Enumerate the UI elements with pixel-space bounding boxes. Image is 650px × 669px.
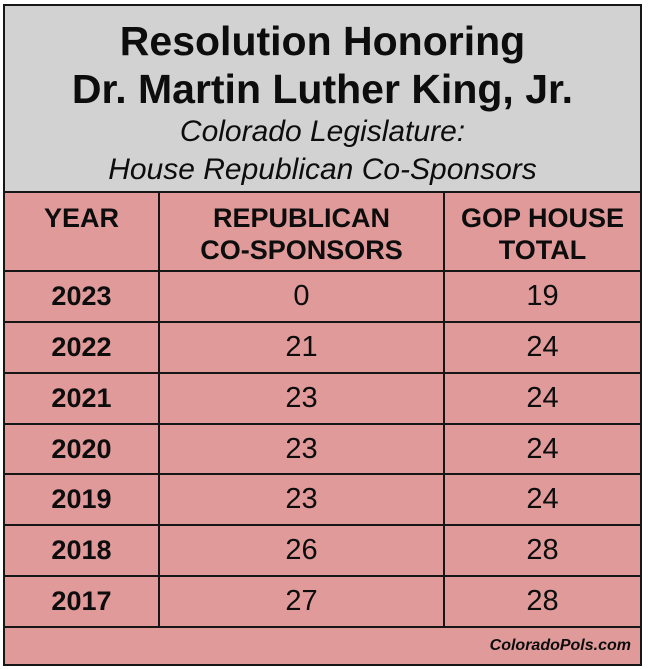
table-row: 2020 23 24	[5, 424, 640, 476]
column-header-gop-house-total: GOP HOUSE TOTAL	[460, 203, 625, 265]
column-header-republican-cosponsors: REPUBLICAN CO-SPONSORS	[160, 193, 446, 270]
total-cell: 28	[526, 585, 559, 618]
source-credit: ColoradoPols.com	[489, 637, 631, 655]
total-cell: 24	[526, 381, 559, 414]
table-row: 2017 27 28	[5, 577, 640, 629]
subtitle-line-1: Colorado Legislature:	[179, 115, 466, 148]
column-header-year: YEAR	[5, 193, 160, 270]
cosponsors-cell: 27	[160, 577, 446, 627]
cosponsors-cell: 23	[160, 475, 446, 525]
cosponsors-cell: 21	[160, 322, 446, 372]
table-row: 2022 21 24	[5, 322, 640, 374]
year-cell: 2020	[5, 424, 160, 474]
table-row: 2018 26 28	[5, 526, 640, 578]
data-table: YEAR REPUBLICAN CO-SPONSORS GOP HOUSE TO…	[5, 193, 640, 664]
cosponsors-cell: 26	[160, 526, 446, 576]
title-block: Resolution Honoring Dr. Martin Luther Ki…	[5, 6, 640, 193]
total-cell: 24	[526, 483, 559, 516]
table-row: 2021 23 24	[5, 373, 640, 425]
cosponsors-cell: 0	[160, 272, 446, 321]
source-row: ColoradoPols.com	[5, 628, 640, 664]
title-line-2: Dr. Martin Luther King, Jr.	[71, 66, 574, 112]
table-row: 2019 23 24	[5, 475, 640, 527]
subtitle-line-2: House Republican Co-Sponsors	[108, 153, 537, 186]
year-cell: 2023	[5, 272, 160, 321]
year-cell: 2017	[5, 577, 160, 627]
total-cell: 28	[526, 534, 559, 567]
table-row: 2023 0 19	[5, 272, 640, 323]
total-cell: 24	[526, 432, 559, 465]
cosponsors-cell: 23	[160, 373, 446, 423]
cosponsors-cell: 23	[160, 424, 446, 474]
year-cell: 2021	[5, 373, 160, 423]
year-cell: 2019	[5, 475, 160, 525]
total-cell: 19	[526, 279, 559, 312]
table-header-row: YEAR REPUBLICAN CO-SPONSORS GOP HOUSE TO…	[5, 193, 640, 272]
year-cell: 2022	[5, 322, 160, 372]
mlk-resolution-infographic: Resolution Honoring Dr. Martin Luther Ki…	[3, 4, 642, 666]
title-line-1: Resolution Honoring	[119, 18, 526, 64]
total-cell: 24	[526, 330, 559, 363]
year-cell: 2018	[5, 526, 160, 576]
